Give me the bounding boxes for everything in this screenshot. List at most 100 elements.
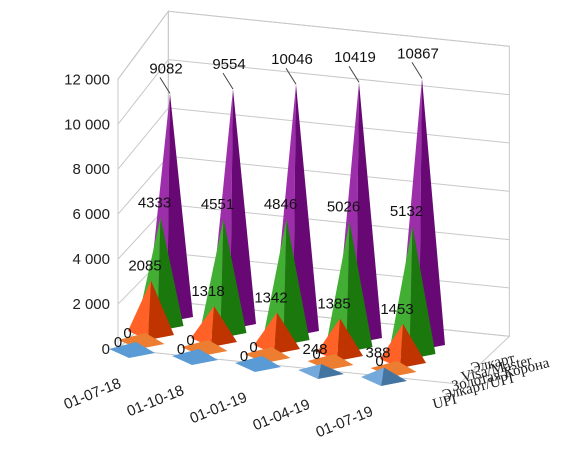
gridline [117, 59, 169, 125]
series-tick-label: UPI [431, 392, 458, 413]
data-label: 1385 [317, 296, 350, 313]
cone-face-left [263, 218, 287, 345]
cone-face-right [220, 219, 247, 338]
y-tick-label: 4 000 [72, 251, 110, 268]
cone-base [109, 342, 155, 358]
cone [254, 312, 300, 354]
data-label: 388 [365, 345, 390, 362]
cone [128, 280, 174, 340]
cone-base [172, 349, 218, 365]
data-label: 0 [240, 348, 248, 365]
cone [172, 349, 218, 365]
cone [380, 323, 426, 368]
cone-face-left [317, 318, 340, 361]
data-label: 0 [114, 334, 122, 351]
y-tick-label: 2 000 [72, 296, 110, 313]
cone-face-left [298, 364, 321, 379]
cone-face-right [318, 364, 344, 379]
gridlines [117, 10, 510, 305]
cone [361, 367, 407, 386]
cone [326, 221, 373, 352]
x-tick-label: 01-10-18 [124, 382, 186, 420]
cone-face-right [211, 306, 237, 347]
y-tick-label: 6 000 [72, 206, 110, 223]
cone-face-right [400, 323, 426, 368]
cone-face-right [167, 93, 193, 322]
cone-face-right [230, 89, 256, 329]
gridline [168, 59, 510, 96]
gridline [168, 155, 510, 192]
cone-face-right [283, 218, 310, 345]
data-label: 0 [123, 325, 131, 342]
cone-face-right [293, 84, 319, 336]
data-label: 4333 [138, 194, 171, 211]
leader-line [285, 67, 297, 85]
data-label: 10046 [271, 51, 313, 68]
cone-face-left [326, 221, 350, 352]
data-label: 0 [312, 346, 320, 363]
cone-face-right [356, 82, 382, 344]
cone-face-left [254, 312, 277, 354]
gridline [168, 107, 510, 144]
x-axis-ticks: 01-07-18 01-10-18 01-01-19 01-04-19 01-07-19 [61, 375, 375, 441]
x-tick-label: 01-07-19 [313, 403, 375, 441]
data-label: 4551 [201, 196, 234, 213]
y-tick-label: 0 [102, 341, 110, 358]
cone-face-left [389, 225, 413, 359]
data-label: 10867 [397, 45, 439, 62]
y-tick-label: 8 000 [72, 161, 110, 178]
cone [200, 219, 247, 338]
cone [191, 306, 237, 347]
data-label: 2085 [128, 258, 161, 275]
data-label: 1453 [380, 301, 413, 318]
cone-face-left [200, 219, 224, 338]
cone-face-right [409, 225, 436, 359]
data-label: 9554 [212, 56, 245, 73]
cone-face-right [148, 280, 174, 340]
cone [317, 318, 363, 361]
leader-line [159, 77, 171, 94]
cone-face-right [337, 318, 363, 361]
cone [109, 342, 155, 358]
data-label: 9082 [149, 61, 182, 78]
data-label: 0 [375, 353, 383, 370]
gridline [117, 107, 169, 170]
cone-face-right [274, 312, 300, 354]
x-tick-label: 01-01-19 [187, 389, 249, 427]
data-label: 4846 [264, 196, 297, 213]
data-label: 248 [302, 341, 327, 358]
data-label: 10419 [334, 49, 376, 66]
x-tick-label: 01-04-19 [250, 396, 312, 434]
leader-line [222, 72, 234, 90]
cone-face-left [361, 367, 384, 386]
data-label: 0 [177, 341, 185, 358]
leader-line [348, 65, 360, 83]
cone [263, 218, 310, 345]
gridline [117, 11, 169, 80]
leader-line [411, 62, 423, 79]
gridline [117, 155, 169, 215]
cone-face-right [157, 217, 184, 331]
cone-face-right [381, 367, 407, 386]
cone [389, 225, 436, 359]
data-label: 0 [249, 339, 257, 356]
gridline [168, 10, 510, 47]
cone [235, 356, 281, 372]
y-tick-label: 12 000 [64, 71, 110, 88]
cone-face-left [380, 323, 403, 368]
cone-face-left [128, 280, 151, 340]
data-label: 0 [186, 332, 194, 349]
y-axis-ticks: 0 2 000 4 000 6 000 8 000 10 000 12 000 [64, 71, 110, 358]
data-label: 5132 [390, 203, 423, 220]
cone-face-left [191, 306, 214, 347]
cone [298, 364, 344, 379]
data-labels: 9082 9554 10046 10419 10867 4333 4551 4846 5026 5… [114, 45, 439, 370]
cone-face-right [419, 78, 445, 351]
data-label: 1342 [254, 290, 287, 307]
cone-base [235, 356, 281, 372]
cone-face-right [346, 221, 373, 352]
cones [109, 78, 445, 386]
